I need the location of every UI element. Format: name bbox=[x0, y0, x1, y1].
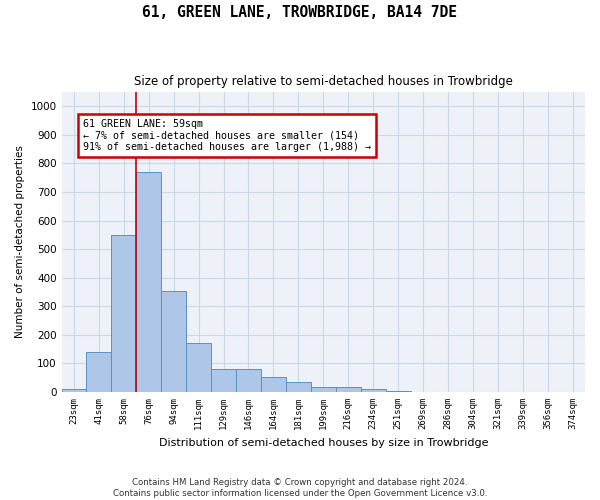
Bar bbox=[211, 368, 236, 392]
Text: Contains HM Land Registry data © Crown copyright and database right 2024.
Contai: Contains HM Land Registry data © Crown c… bbox=[113, 478, 487, 498]
Text: 61 GREEN LANE: 59sqm
← 7% of semi-detached houses are smaller (154)
91% of semi-: 61 GREEN LANE: 59sqm ← 7% of semi-detach… bbox=[83, 119, 371, 152]
Y-axis label: Number of semi-detached properties: Number of semi-detached properties bbox=[15, 146, 25, 338]
Bar bbox=[62, 389, 86, 392]
Bar bbox=[361, 389, 386, 392]
Bar bbox=[286, 382, 311, 392]
Bar bbox=[236, 368, 261, 392]
Text: 61, GREEN LANE, TROWBRIDGE, BA14 7DE: 61, GREEN LANE, TROWBRIDGE, BA14 7DE bbox=[143, 5, 458, 20]
Bar bbox=[86, 352, 112, 392]
Bar bbox=[112, 236, 136, 392]
X-axis label: Distribution of semi-detached houses by size in Trowbridge: Distribution of semi-detached houses by … bbox=[158, 438, 488, 448]
Bar bbox=[161, 290, 186, 392]
Bar bbox=[336, 387, 361, 392]
Title: Size of property relative to semi-detached houses in Trowbridge: Size of property relative to semi-detach… bbox=[134, 75, 513, 88]
Bar bbox=[261, 377, 286, 392]
Bar bbox=[311, 387, 336, 392]
Bar bbox=[136, 172, 161, 392]
Bar bbox=[386, 390, 410, 392]
Bar bbox=[186, 343, 211, 392]
